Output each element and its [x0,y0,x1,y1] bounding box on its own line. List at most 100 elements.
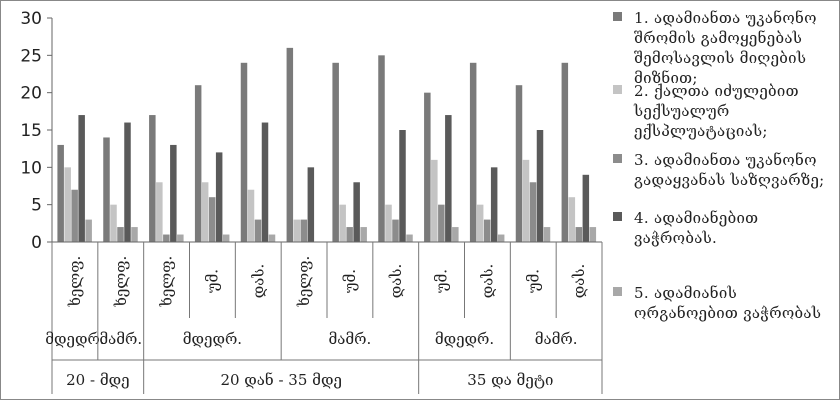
bar [332,62,339,242]
x-group-label: მდედრ. [435,330,494,348]
x-tick-label: დას. [387,264,405,298]
x-tick-label: დას. [249,264,267,298]
legend-swatch-4 [613,212,622,221]
bar [268,234,276,242]
x-super-group-label: 35 და მეტი [467,371,553,389]
bar [85,219,92,242]
bar [117,227,124,242]
bar [561,62,569,242]
x-tick-label: ხელფ. [295,256,313,308]
x-group-label: მამრ. [99,330,142,348]
bar [424,92,431,243]
bar [392,219,399,242]
bar [346,227,353,242]
bar [293,219,301,242]
bar [438,204,445,242]
bar [71,189,78,242]
legend-item-5: 5. ადამიანის ორგანოებით ვაჭრობას [610,283,838,323]
bar [490,167,498,242]
legend: 1. ადამიანთა უკანონო შრომის გამოყენებას … [610,8,838,323]
bar [529,182,537,242]
y-tick-label: 25 [20,46,42,66]
bar [497,234,505,242]
bar [515,85,523,242]
bar [78,115,85,242]
legend-swatch-1 [613,12,622,21]
bar [240,62,248,242]
bar [170,144,177,242]
bar [483,219,491,242]
legend-label-1: 1. ადამიანთა უკანონო შრომის გამოყენებას … [634,9,817,87]
bar [452,227,459,242]
bar [201,182,209,242]
legend-label-5: 5. ადამიანის ორგანოებით ვაჭრობას [634,284,822,322]
x-tick-label: უმ. [341,269,359,293]
bar [300,219,308,242]
bar [575,227,583,242]
bar [445,115,452,242]
y-tick-label: 30 [20,9,42,29]
x-tick-label: დას. [570,264,588,298]
x-group-label: მამრ. [329,330,372,348]
bar [543,227,551,242]
bar [589,227,597,242]
x-tick-label: უმ. [203,269,221,293]
bar [124,122,131,242]
bar [469,62,477,242]
legend-swatch-5 [613,287,622,296]
bar [536,130,544,242]
x-group-label: მდედრ. [183,330,242,348]
x-group-label: მამრ. [535,330,578,348]
x-tick-label: ხელფ. [158,256,176,308]
y-tick-label: 10 [20,158,42,178]
x-tick-label: უმ. [524,269,542,293]
legend-item-2: 2. ქალთა იძულებით სექსუალურ ექსპლუატაცია… [610,81,838,141]
bar [339,204,346,242]
bar [194,85,202,242]
bar [57,144,64,242]
y-tick-label: 20 [20,84,42,104]
bar [254,219,262,242]
legend-swatch-2 [613,85,622,94]
bar [399,130,406,242]
bar [149,115,156,242]
x-super-group-label: 20 - მდე [66,371,129,389]
y-tick-label: 5 [31,196,42,216]
x-tick-label: ხელფ. [112,256,130,308]
bar [476,204,484,242]
legend-item-4: 4. ადამიანებით ვაჭრობას. [610,208,838,248]
bar [177,234,184,242]
x-super-group-label: 20 დან - 35 მდე [220,371,341,389]
bar [163,234,170,242]
y-tick-label: 15 [20,121,42,141]
bar [156,182,163,242]
legend-label-4: 4. ადამიანებით ვაჭრობას. [634,209,759,247]
bar [110,204,117,242]
bar [222,234,230,242]
legend-label-2: 2. ქალთა იძულებით სექსუალურ ექსპლუატაცია… [634,82,799,140]
bar [307,167,315,242]
bar [360,227,367,242]
bar [286,47,294,242]
x-group-label: მდედრ. [45,330,104,348]
bar [215,152,223,242]
bar [522,159,530,242]
bar [378,55,385,243]
bar [431,159,438,242]
x-tick-label: ხელფ. [66,256,84,308]
legend-swatch-3 [613,154,622,163]
bar [103,137,110,242]
bar [247,189,255,242]
legend-item-1: 1. ადამიანთა უკანონო შრომის გამოყენებას … [610,8,838,88]
bar [582,174,590,242]
bar [131,227,138,242]
y-tick-label: 0 [31,233,42,253]
bar [353,182,360,242]
bar [385,204,392,242]
legend-item-3: 3. ადამიანთა უკანონო გადაყვანას საზღვარზ… [610,150,838,190]
bar [208,197,216,242]
bar [406,234,413,242]
x-tick-label: უმ. [433,269,451,293]
